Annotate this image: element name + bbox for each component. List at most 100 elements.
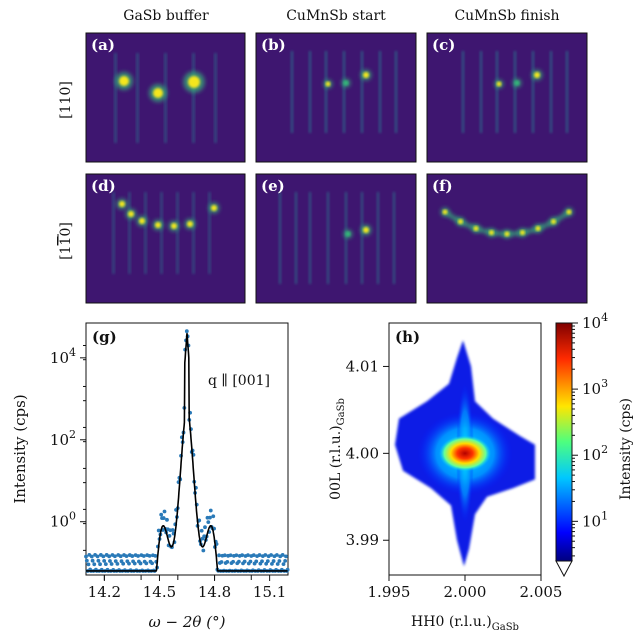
colorbar-gradient — [555, 322, 573, 562]
rheed-spot — [188, 76, 200, 88]
xrd-point — [147, 554, 152, 558]
rheed-spot — [155, 222, 161, 228]
rheed-streak — [326, 192, 330, 284]
rheed-background — [256, 33, 416, 162]
rheed-spot — [363, 72, 369, 78]
rheed-streak — [342, 51, 346, 133]
xrd-point — [115, 561, 120, 566]
xrd-axes: 14.2 14.5 14.8 15.1 100 102 104 — [50, 344, 286, 601]
xrd-annotation: q ∥ [001] — [208, 373, 270, 389]
rheed-spot — [211, 205, 217, 211]
rheed-spot — [520, 230, 525, 236]
xrd-point — [153, 553, 158, 558]
xrd-point — [98, 562, 102, 567]
xrd-point — [162, 509, 167, 514]
xrd-point — [165, 517, 169, 522]
rheed-streak — [392, 192, 396, 284]
xrd-point — [170, 528, 175, 532]
xrd-point — [127, 561, 131, 566]
rheed-frame — [85, 32, 246, 163]
rheed-spot — [363, 227, 369, 233]
xrd-x-tick-label: 14.2 — [88, 583, 121, 601]
xrd-x-tick-label: 14.8 — [198, 583, 231, 601]
rheed-spot — [551, 219, 556, 225]
xrd-plot-frame — [85, 322, 289, 576]
xrd-point — [263, 553, 268, 557]
rheed-spot — [153, 88, 163, 98]
xrd-point — [92, 562, 97, 567]
xrd-point — [211, 514, 216, 519]
xrd-point — [280, 553, 285, 557]
rheed-streak — [160, 192, 163, 274]
panel-letter-b: (b) — [261, 36, 286, 54]
xrd-point — [90, 558, 95, 563]
xrd-point — [281, 562, 286, 567]
rheed-streak — [308, 192, 312, 284]
xrd-point — [248, 559, 253, 564]
xrd-point — [274, 553, 279, 557]
xrd-point — [283, 558, 288, 563]
rheed-streak — [144, 192, 147, 274]
xrd-point — [208, 508, 213, 513]
colorbar-tick-label: 103 — [582, 377, 608, 398]
xrd-point — [118, 554, 123, 559]
xrd-point — [136, 554, 140, 558]
xrd-point — [102, 558, 107, 563]
colorbar-tick-label: 104 — [582, 311, 608, 332]
xrd-point — [201, 548, 206, 553]
rheed-streak — [479, 51, 483, 133]
rheed-streak — [549, 51, 553, 133]
xrd-point — [167, 534, 172, 538]
rheed-streak — [378, 51, 382, 133]
xrd-point — [161, 516, 166, 520]
xrd-point — [184, 329, 189, 334]
xrd-fit-line — [86, 333, 288, 572]
xrd-point — [86, 562, 91, 567]
rheed-streak — [136, 53, 139, 143]
xrd-y-tick-label: 100 — [50, 510, 76, 531]
xrd-point — [150, 561, 155, 566]
rheed-spot — [187, 221, 193, 227]
panel-letter-e: (e) — [261, 177, 285, 195]
xrd-point — [225, 559, 230, 564]
rsm-ylabel: 00L (r.l.u.)GaSb — [328, 398, 347, 500]
rheed-spot — [496, 81, 502, 87]
xrd-y-tick-label: 102 — [50, 428, 76, 449]
rheed-spot — [325, 81, 331, 87]
rheed-streak — [164, 53, 167, 143]
colorbar-label: Intensity (cps) — [618, 398, 634, 500]
xrd-point — [275, 562, 280, 566]
rheed-spot — [566, 209, 572, 215]
rheed-spot — [489, 230, 494, 236]
rheed-panel-c: (c) — [426, 32, 588, 163]
xrd-point — [269, 553, 274, 557]
xrd-point — [251, 553, 256, 558]
rheed-frame — [255, 173, 417, 304]
xrd-point — [208, 515, 212, 520]
rheed-spot — [171, 223, 177, 229]
rheed-panel-a: (a) — [85, 32, 246, 163]
rsm-y-tick-label: 3.99 — [346, 531, 379, 549]
xrd-point — [156, 528, 161, 533]
xrd-point — [113, 554, 117, 559]
rheed-streak — [208, 192, 211, 274]
rheed-panels: (a) (b) (c) (d) (e) (f) — [85, 32, 588, 304]
rheed-streak — [176, 192, 179, 274]
column-title-cumnsb-start: CuMnSb start — [286, 8, 386, 24]
rheed-streak — [495, 51, 499, 133]
xrd-ylabel: Intensity (cps) — [11, 394, 29, 503]
xrd-point — [199, 528, 204, 533]
rheed-spot — [139, 218, 145, 224]
xrd-point — [132, 561, 137, 566]
xrd-data-points — [84, 329, 290, 573]
xrd-point — [84, 558, 89, 563]
xrd-x-tick-label: 14.5 — [143, 583, 176, 601]
rsm-x-tick-label: 1.995 — [368, 583, 411, 601]
xrd-point — [242, 559, 247, 564]
rheed-spot — [128, 211, 134, 217]
rheed-streak — [360, 51, 364, 133]
panel-letter-a: (a) — [91, 36, 115, 54]
colorbar-tick-label: 101 — [582, 509, 608, 530]
rheed-streak — [565, 51, 569, 133]
